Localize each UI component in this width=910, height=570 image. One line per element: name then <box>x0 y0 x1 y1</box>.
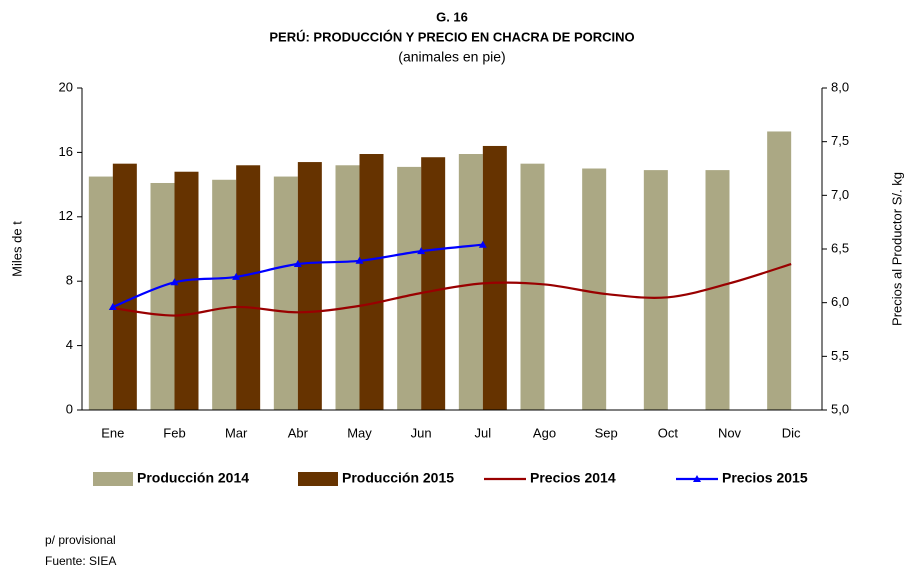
marker <box>232 272 241 280</box>
line <box>112 262 792 317</box>
x-tick-label: Jul <box>475 425 492 440</box>
chart-subtitle: (animales en pie) <box>398 49 505 65</box>
x-tick-label: Dic <box>782 425 801 440</box>
bar <box>88 176 113 410</box>
bar <box>582 168 607 410</box>
bar <box>397 166 422 410</box>
y2-tick-label: 5,5 <box>831 348 849 363</box>
marker <box>355 256 364 264</box>
bar <box>482 145 507 410</box>
y-tick-label: 8 <box>66 273 73 288</box>
bar <box>421 157 446 410</box>
y2-axis-label: Precios al Productor S/. kg <box>889 172 904 326</box>
bar <box>458 154 483 410</box>
legend-label: Precios 2014 <box>530 470 616 486</box>
y-tick-label: 16 <box>59 144 73 159</box>
bar <box>273 176 298 410</box>
bar <box>174 171 199 410</box>
x-tick-label: Abr <box>288 425 309 440</box>
y2-tick-label: 5,0 <box>831 401 849 416</box>
x-tick-label: Nov <box>718 425 742 440</box>
legend-swatch <box>298 472 338 486</box>
x-tick-label: Ago <box>533 425 556 440</box>
y-tick-label: 0 <box>66 401 73 416</box>
bar <box>705 170 730 410</box>
legend-swatch <box>93 472 133 486</box>
bar <box>335 165 360 410</box>
bar <box>297 162 322 410</box>
bar <box>150 182 175 410</box>
legend-label: Producción 2014 <box>137 470 249 486</box>
legend-label: Producción 2015 <box>342 470 454 486</box>
bar <box>212 179 237 410</box>
y-axis-label: Miles de t <box>9 221 24 277</box>
chart-title: G. 16 <box>436 9 468 24</box>
y2-tick-label: 7,5 <box>831 133 849 148</box>
bar <box>236 165 261 410</box>
y2-tick-label: 7,0 <box>831 187 849 202</box>
y-tick-label: 20 <box>59 79 73 94</box>
bar <box>112 163 137 410</box>
x-tick-label: Sep <box>595 425 618 440</box>
x-tick-label: May <box>347 425 372 440</box>
bar <box>520 163 545 410</box>
y2-tick-label: 6,5 <box>831 240 849 255</box>
x-tick-label: Jun <box>411 425 432 440</box>
marker <box>108 302 117 310</box>
y-tick-label: 12 <box>59 208 73 223</box>
marker <box>417 247 426 255</box>
note: Fuente: SIEA <box>45 554 116 568</box>
legend-marker <box>693 475 701 482</box>
bar <box>643 170 668 410</box>
y2-tick-label: 6,0 <box>831 294 849 309</box>
chart-subtitle: PERÚ: PRODUCCIÓN Y PRECIO EN CHACRA DE P… <box>269 29 634 44</box>
x-tick-label: Feb <box>163 425 185 440</box>
marker <box>170 278 179 286</box>
y-tick-label: 4 <box>66 337 73 352</box>
note: p/ provisional <box>45 533 116 547</box>
marker <box>478 240 487 248</box>
y2-tick-label: 8,0 <box>831 79 849 94</box>
bar <box>359 154 384 410</box>
marker <box>293 260 302 268</box>
legend-label: Precios 2015 <box>722 470 808 486</box>
x-tick-label: Ene <box>101 425 124 440</box>
x-tick-label: Oct <box>658 425 679 440</box>
x-tick-label: Mar <box>225 425 248 440</box>
